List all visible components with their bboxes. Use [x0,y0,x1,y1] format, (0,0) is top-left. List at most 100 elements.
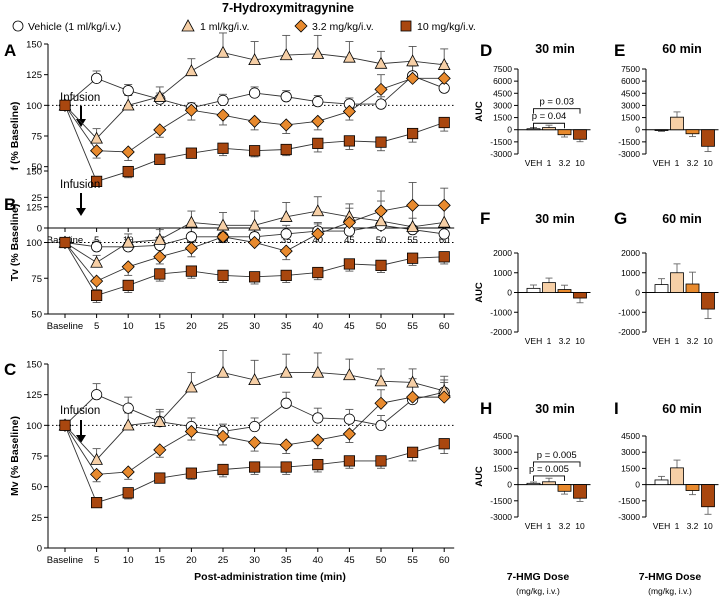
marker-diamond [90,274,104,288]
bar-VEH [526,287,541,293]
marker-circle [91,241,103,253]
y-tick-label: 125 [26,390,42,401]
marker-square [59,236,71,249]
legend-label: Vehicle (1 ml/kg/i.v.) [28,21,121,33]
marker-diamond [153,443,167,457]
marker-triangle [90,452,103,465]
marker-triangle [343,368,356,381]
panel-letter: B [4,195,16,214]
panel-title: 30 min [535,402,575,416]
marker-square [280,269,292,281]
y-tick-label: 0 [37,224,42,235]
x-tick-label: 45 [344,321,355,332]
legend-diamond-marker [294,19,308,33]
y-tick-label: 4500 [493,88,512,98]
marker-diamond [121,260,135,274]
dose-units-left: (mg/kg, i.v.) [516,586,560,596]
marker-diamond [216,429,230,443]
marker-square [438,438,450,450]
x-tick-label: 3.2 [559,158,571,168]
marker-circle [185,231,197,243]
x-tick-label: 1 [675,336,680,346]
bar-1 [542,282,556,293]
x-tick-label: 40 [313,235,324,246]
marker-square [91,289,103,302]
bar-3.2 [685,283,700,293]
bar-10 [701,292,715,310]
series-markers [59,70,450,114]
marker-triangle [121,98,135,111]
x-tick-label: 55 [407,235,418,246]
marker-square [154,268,166,280]
panel-letter: I [614,399,619,418]
marker-square [406,127,419,140]
y-tick-label: 150 [26,40,42,51]
x-tick-label: 45 [344,235,355,246]
marker-diamond [374,396,388,410]
marker-square [91,497,103,509]
marker-circle [343,413,355,425]
y-tick-label: 50 [31,162,42,173]
x-tick-label: 10 [123,555,134,566]
infusion-arrow-head [76,435,86,443]
y-tick-label: -2000 [618,327,640,337]
bar-10 [701,484,715,508]
y-tick-label: 100 [26,238,42,249]
y-tick-label: 100 [26,421,42,432]
marker-square [375,259,387,271]
series-markers [58,71,451,159]
x-tick-label: 20 [186,321,197,332]
y-tick-label: 7500 [493,64,512,74]
x-tick-label: VEH [525,521,542,531]
y-tick-label: 4500 [621,431,640,441]
marker-circle [280,228,292,240]
y-tick-label: 3000 [621,447,640,457]
x-tick-label: 1 [547,336,552,346]
marker-diamond [311,227,325,241]
marker-square [375,136,387,148]
marker-diamond [374,82,388,96]
marker-diamond [153,250,167,264]
x-tick-label: Baseline [47,555,83,566]
significance-bracket [533,461,581,467]
y-tick-label: 75 [31,132,42,143]
series-markers [59,99,450,187]
marker-triangle [185,380,198,393]
legend-triangle-marker [181,19,195,32]
marker-circle [280,397,292,409]
bar-chart-F: F 30 min -2000 -1000 0 1000 2000 AUC VEH 1 3.2 10 [474,209,591,346]
y-tick-label: 0 [37,544,42,555]
y-tick-label: 4500 [493,431,512,441]
marker-circle [91,389,103,401]
marker-square [185,265,197,277]
marker-square [375,455,387,467]
x-tick-label: 25 [218,555,229,566]
x-tick-label: 40 [313,321,324,332]
legend-10mg: 10 mg/kg/i.v. [400,20,476,33]
series-markers [59,386,450,438]
bar-3.2 [557,129,572,136]
marker-square [343,455,356,467]
line-chart-C: C 0 25 50 75 100 125 150 Baseline 5 10 15 20 25 30 35 40… [4,350,455,566]
y-tick-label: 3000 [621,100,640,110]
bar-3.2 [685,484,700,491]
x-tick-label: 55 [407,321,418,332]
bar-VEH [654,479,669,485]
x-tick-label: 1 [547,158,552,168]
marker-diamond [406,390,420,404]
x-tick-label: 10 [703,158,713,168]
x-tick-label: 50 [376,555,387,566]
bar-1 [670,116,684,131]
y-tick-label: 1500 [493,113,512,123]
y-tick-label: -3000 [618,149,640,159]
marker-square [343,135,356,147]
y-tick-label: 0 [507,125,512,135]
x-tick-label: 3.2 [559,521,571,531]
x-tick-label: 50 [376,321,387,332]
series-vehicle [64,65,449,109]
marker-triangle [406,219,419,232]
legend: Vehicle (1 ml/kg/i.v.) 1 ml/kg/i.v. 3.2 … [12,19,476,33]
marker-square [122,165,134,178]
x-tick-label: 1 [675,158,680,168]
marker-triangle [90,255,103,268]
